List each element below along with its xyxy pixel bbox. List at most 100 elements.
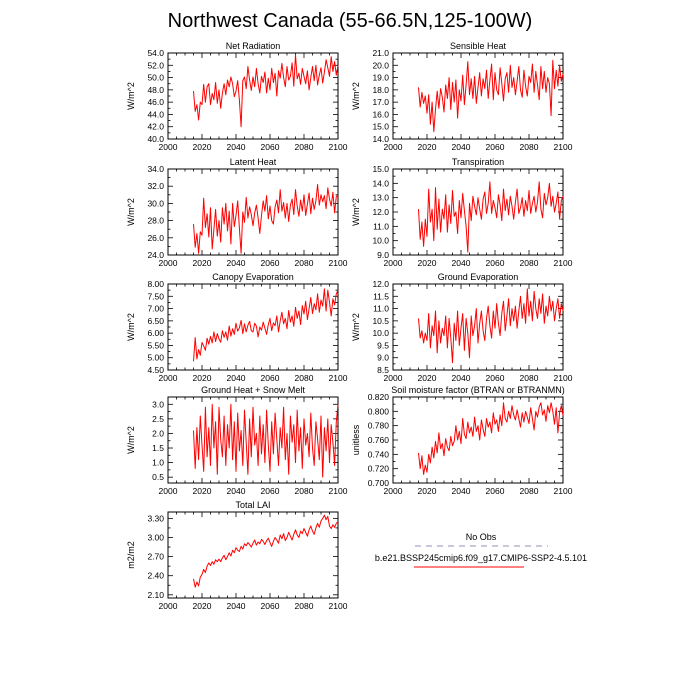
x-tick-label: 2080 [520, 258, 539, 268]
y-axis-label: W/m^2 [126, 313, 136, 341]
series-line-transpiration [418, 181, 564, 253]
y-tick-label: 2.10 [147, 590, 164, 600]
x-tick-label: 2020 [418, 258, 437, 268]
y-axis-label: W/m^2 [126, 82, 136, 110]
y-tick-label: 13.0 [372, 193, 389, 203]
x-tick-label: 2020 [193, 486, 212, 496]
x-tick-label: 2100 [329, 601, 348, 611]
x-tick-label: 2000 [159, 601, 178, 611]
x-tick-label: 2000 [159, 142, 178, 152]
y-tick-label: 11.0 [373, 221, 389, 231]
y-tick-label: 0.720 [368, 464, 390, 474]
panel-ground-heat-snow-melt: Ground Heat + Snow Melt 2000 2020 2040 2060 2… [126, 385, 348, 496]
y-axis-label: W/m^2 [126, 426, 136, 454]
x-tick-label: 2080 [295, 258, 314, 268]
x-tick-label: 2060 [261, 142, 280, 152]
x-tick-label: 2080 [295, 373, 314, 383]
panel-transpiration: Transpiration 2000 2020 2040 2060 2080 2100 9.0… [351, 157, 573, 268]
series-line-ground-evaporation [418, 288, 564, 364]
plot-frame [392, 52, 564, 140]
panel-title: Net Radiation [226, 41, 281, 51]
series-line-ground-heat-snow-melt [193, 403, 339, 478]
y-tick-label: 21.0 [372, 48, 389, 58]
y-tick-label: 48.0 [147, 85, 164, 95]
y-tick-label: 0.700 [368, 478, 390, 488]
plot-frame [167, 511, 339, 599]
x-tick-label: 2000 [159, 258, 178, 268]
y-tick-label: 10.0 [372, 236, 389, 246]
y-tick-label: 9.0 [377, 353, 389, 363]
x-tick-label: 2020 [193, 258, 212, 268]
x-tick-label: 2060 [261, 373, 280, 383]
y-tick-label: 42.0 [147, 122, 164, 132]
series-line-net-radiation [193, 54, 339, 128]
y-tick-label: 0.800 [368, 406, 390, 416]
x-tick-label: 2100 [329, 142, 348, 152]
x-tick-label: 2040 [452, 373, 471, 383]
y-tick-label: 6.50 [147, 316, 164, 326]
x-tick-label: 2040 [227, 486, 246, 496]
plot-frame [392, 283, 564, 371]
page-title: Northwest Canada (55-66.5N,125-100W) [168, 10, 533, 32]
x-tick-label: 2100 [554, 486, 573, 496]
y-tick-label: 10.5 [372, 316, 389, 326]
y-tick-label: 0.820 [368, 392, 390, 402]
panel-total-lai: Total LAI 2000 2020 2040 2060 2080 2100 2.10 2.4… [126, 500, 348, 611]
y-tick-label: 2.40 [147, 571, 164, 581]
legend: No Obs b.e21.BSSP245cmip6.f09_g17.CMIP6-… [375, 532, 587, 568]
y-tick-label: 44.0 [147, 109, 164, 119]
panel-title: Latent Heat [230, 157, 277, 167]
legend-obs-label: No Obs [466, 532, 497, 542]
y-tick-label: 7.50 [147, 291, 164, 301]
x-tick-label: 2060 [261, 258, 280, 268]
y-tick-label: 3.00 [147, 532, 164, 542]
plot-frame [167, 168, 339, 256]
x-tick-label: 2060 [486, 486, 505, 496]
series-line-latent-heat [193, 183, 339, 254]
y-axis-label: m2/m2 [126, 541, 136, 569]
x-tick-label: 2000 [384, 486, 403, 496]
x-tick-label: 2080 [520, 373, 539, 383]
y-tick-label: 4.50 [147, 365, 164, 375]
panel-title: Total LAI [235, 500, 270, 510]
y-tick-label: 26.0 [147, 233, 164, 243]
legend-model-label: b.e21.BSSP245cmip6.f09_g17.CMIP6-SSP2-4.… [375, 553, 587, 563]
y-tick-label: 2.0 [152, 428, 164, 438]
x-tick-label: 2100 [554, 142, 573, 152]
y-tick-label: 8.00 [147, 279, 164, 289]
y-tick-label: 2.70 [147, 552, 164, 562]
x-tick-label: 2100 [329, 258, 348, 268]
y-tick-label: 0.780 [368, 421, 390, 431]
panel-sensible-heat: Sensible Heat 2000 2020 2040 2060 2080 2100 14.… [351, 41, 573, 152]
x-tick-label: 2060 [486, 373, 505, 383]
y-tick-label: 50.0 [147, 73, 164, 83]
y-tick-label: 3.30 [147, 513, 164, 523]
panel-canopy-evaporation: Canopy Evaporation 2000 2020 2040 2060 2080 21… [126, 272, 348, 383]
y-tick-label: 0.740 [368, 449, 390, 459]
series-line-sensible-heat [418, 59, 564, 133]
y-axis-label: W/m^2 [351, 313, 361, 341]
panel-latent-heat: Latent Heat 2000 2020 2040 2060 2080 2100 24.0 2… [126, 157, 348, 268]
x-tick-label: 2100 [554, 373, 573, 383]
y-tick-label: 14.0 [372, 134, 389, 144]
x-tick-label: 2040 [452, 486, 471, 496]
y-axis-label: W/m^2 [351, 198, 361, 226]
x-tick-label: 2060 [486, 142, 505, 152]
x-tick-label: 2100 [329, 373, 348, 383]
panel-title: Transpiration [452, 157, 504, 167]
y-tick-label: 19.0 [372, 73, 389, 83]
y-tick-label: 34.0 [147, 164, 164, 174]
x-tick-label: 2020 [193, 373, 212, 383]
series-line-soil-moisture-factor-btran-or-btranmn [418, 402, 564, 475]
y-tick-label: 0.5 [152, 472, 164, 482]
y-tick-label: 5.00 [147, 353, 164, 363]
series-line-canopy-evaporation [193, 288, 339, 362]
x-tick-label: 2040 [227, 601, 246, 611]
y-tick-label: 24.0 [147, 250, 164, 260]
y-tick-label: 30.0 [147, 198, 164, 208]
x-tick-label: 2020 [193, 142, 212, 152]
x-tick-label: 2100 [329, 486, 348, 496]
y-tick-label: 2.5 [152, 414, 164, 424]
y-tick-label: 32.0 [147, 181, 164, 191]
